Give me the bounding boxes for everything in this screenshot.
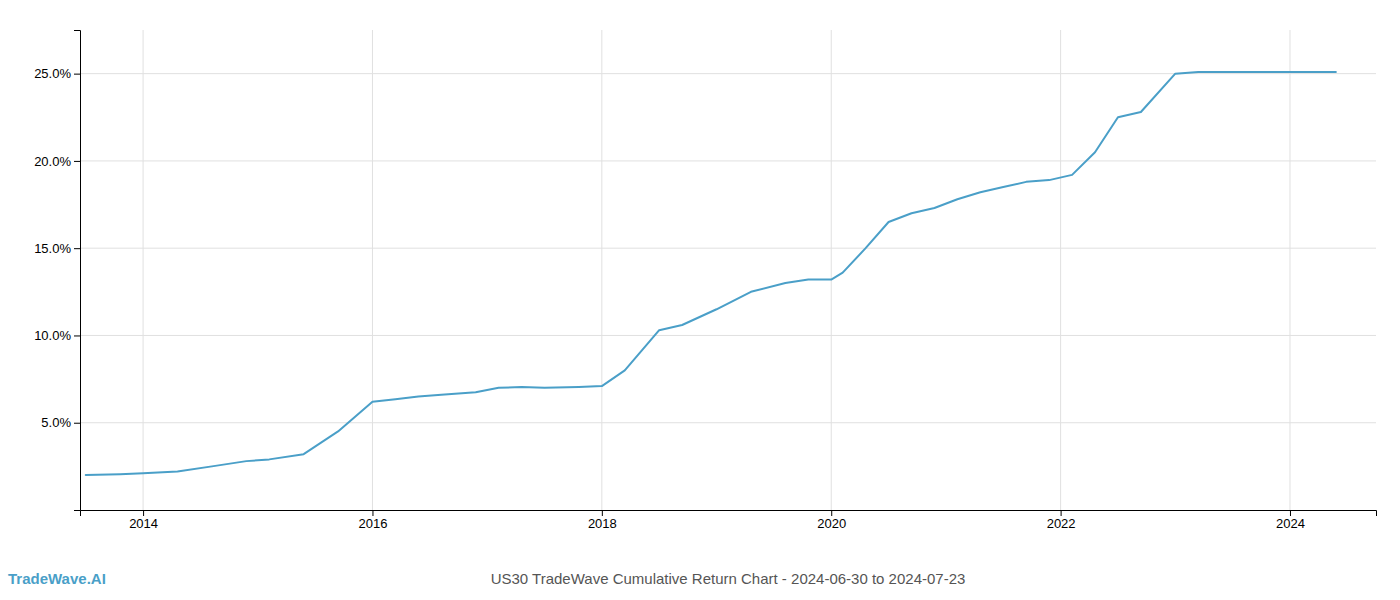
watermark: TradeWave.AI	[8, 570, 106, 587]
x-tick-label: 2022	[1047, 516, 1076, 531]
series	[86, 72, 1336, 475]
x-tick: 2024	[1276, 510, 1305, 531]
x-axis: 2014 2016 2018 2020 2022 2024	[81, 510, 1377, 531]
x-tick: 2018	[588, 510, 617, 531]
grid-line-y	[80, 248, 1376, 249]
grid-line-x	[1289, 30, 1290, 510]
grid-line-x	[831, 30, 832, 510]
grid-line-y	[80, 422, 1376, 423]
y-tick-label: 15.0%	[34, 241, 71, 256]
y-axis: 5.0% 10.0% 15.0% 20.0% 25.0%	[34, 31, 80, 511]
y-tick: 25.0%	[34, 66, 80, 81]
x-tick-mark	[602, 510, 603, 516]
x-tick-mark	[831, 510, 832, 516]
grid-line-x	[1060, 30, 1061, 510]
x-tick-label: 2014	[129, 516, 158, 531]
x-tick-label: 2020	[817, 516, 846, 531]
y-tick: 5.0%	[41, 415, 80, 430]
y-tick-label: 10.0%	[34, 328, 71, 343]
x-tick-mark	[372, 510, 373, 516]
y-tick-label: 5.0%	[41, 415, 71, 430]
y-tick-mark	[74, 335, 80, 336]
plot-area: 2014 2016 2018 2020 2022 2024 5.0% 10.0% 15.0% 20…	[34, 30, 1376, 531]
line	[86, 72, 1336, 475]
x-tick-mark	[1290, 510, 1291, 516]
x-tick-label: 2024	[1276, 516, 1305, 531]
y-axis-line	[74, 31, 81, 511]
x-tick-label: 2016	[358, 516, 387, 531]
y-tick: 20.0%	[34, 154, 80, 169]
x-axis-line	[81, 511, 1377, 517]
x-tick-mark	[143, 510, 144, 516]
y-tick-label: 25.0%	[34, 66, 71, 81]
y-tick-mark	[74, 74, 80, 75]
x-tick-mark	[1061, 510, 1062, 516]
grid-line-x	[372, 30, 373, 510]
y-tick-mark	[74, 423, 80, 424]
x-tick: 2022	[1047, 510, 1076, 531]
y-tick-label: 20.0%	[34, 154, 71, 169]
x-tick: 2016	[358, 510, 387, 531]
y-tick-mark	[74, 248, 80, 249]
y-tick: 10.0%	[34, 328, 80, 343]
grid	[80, 30, 1376, 510]
grid-line-y	[80, 160, 1376, 161]
x-tick: 2020	[817, 510, 846, 531]
grid-line-x	[601, 30, 602, 510]
grid-line-y	[80, 335, 1376, 336]
title: US30 TradeWave Cumulative Return Chart -…	[491, 570, 966, 587]
y-tick-mark	[74, 161, 80, 162]
chart: 2014 2016 2018 2020 2022 2024 5.0% 10.0% 15.0% 20…	[0, 0, 1400, 600]
x-tick-label: 2018	[588, 516, 617, 531]
x-tick: 2014	[129, 510, 158, 531]
y-tick: 15.0%	[34, 241, 80, 256]
grid-line-x	[143, 30, 144, 510]
